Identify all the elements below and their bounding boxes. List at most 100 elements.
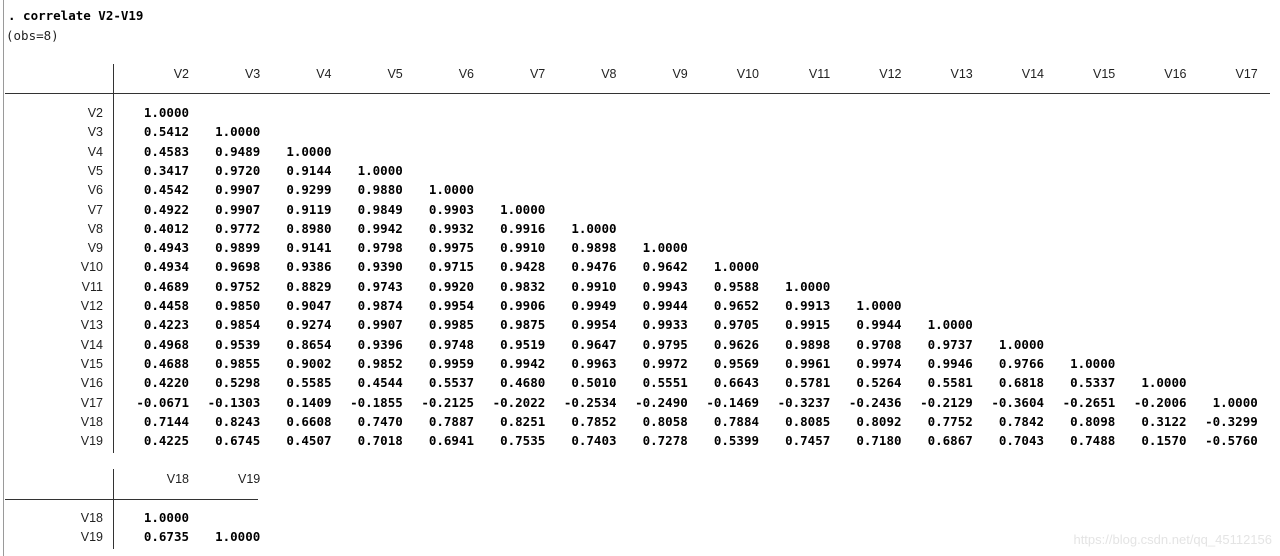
correlation-cell: 0.6735 [143,529,189,545]
column-header: V15 [1093,67,1116,81]
correlation-cell: 0.4934 [143,259,189,275]
correlation-cell: 0.9933 [642,317,688,333]
correlation-cell: 1.0000 [215,529,261,545]
correlation-cell: 0.4225 [143,433,189,449]
correlation-cell: 0.9942 [357,220,403,236]
correlation-cell: -0.1469 [706,394,759,410]
column-header: V8 [601,67,617,81]
correlation-cell: -0.3299 [1205,413,1258,429]
correlation-cell: 0.9489 [215,143,261,159]
row-label: V19 [80,530,103,545]
column-header: V4 [316,67,332,81]
correlation-cell: 0.7144 [143,413,189,429]
row-label: V13 [80,318,103,333]
correlation-cell: 0.9274 [286,317,332,333]
correlation-cell: -0.1303 [207,394,261,410]
row-label: V2 [87,106,103,120]
correlation-cell: 0.1570 [1141,433,1187,449]
correlation-cell: 0.4943 [143,240,189,256]
row-label: V4 [87,144,103,159]
correlation-cell: 0.9910 [500,240,546,256]
correlation-cell: 0.5264 [856,375,902,391]
correlation-cell: 0.8058 [642,413,688,429]
correlation-cell: 0.7043 [998,433,1044,449]
correlation-cell: 0.9119 [286,201,332,217]
correlation-cell: 0.9715 [428,259,474,275]
correlation-cell: 0.5298 [215,375,261,391]
correlation-cell: 0.9752 [215,278,261,294]
correlation-cell: -0.3604 [991,394,1044,410]
row-label: V9 [87,241,103,256]
correlation-cell: 0.4458 [143,298,189,313]
correlation-cell: 0.3417 [143,162,189,178]
row-label: V18 [80,414,103,429]
correlation-cell: 0.9141 [286,240,332,256]
correlation-cell: -0.2129 [920,394,973,410]
correlation-cell: 0.4583 [143,143,189,159]
correlation-cell: 0.9916 [500,220,546,236]
correlation-cell: 0.9944 [642,298,688,313]
correlation-cell: 0.4507 [286,433,332,449]
correlation-cell: 0.9698 [215,259,261,275]
row-label: V3 [87,125,103,140]
correlation-cell: 0.7278 [642,433,688,449]
correlation-cell: 1.0000 [785,278,831,294]
header-divider [5,499,258,500]
correlation-cell: 0.9942 [500,355,546,371]
correlation-cell: 0.7457 [785,433,831,449]
correlation-cell: 0.9647 [571,336,617,352]
window-left-border [3,0,4,556]
correlation-cell: 0.9626 [713,336,759,352]
correlation-cell: 0.9386 [286,259,332,275]
correlation-cell: 0.9798 [357,240,403,256]
correlation-cell: 0.9852 [357,355,403,371]
correlation-cell: 0.8092 [856,413,902,429]
correlation-cell: 0.6745 [215,433,261,449]
correlation-cell: 0.7842 [998,413,1044,429]
correlation-cell: 0.7018 [357,433,403,449]
correlation-cell: 1.0000 [998,336,1044,352]
correlation-cell: 0.9519 [500,336,546,352]
correlation-cell: 1.0000 [357,162,403,178]
row-label: V8 [87,221,103,236]
correlation-cell: 0.9144 [286,162,332,178]
row-label: V15 [80,356,103,371]
correlation-cell: 0.9748 [428,336,474,352]
correlation-cell: 1.0000 [143,510,189,525]
correlation-cell: 0.6608 [286,413,332,429]
correlation-cell: 0.7752 [927,413,973,429]
correlation-cell: 0.9569 [713,355,759,371]
row-label: V11 [81,279,103,294]
correlation-cell: 0.9854 [215,317,261,333]
column-header: V5 [387,67,403,81]
correlation-cell: 0.9985 [428,317,474,333]
row-label: V19 [80,434,103,449]
column-header: V16 [1164,67,1187,81]
correlation-cell: -0.0671 [136,394,189,410]
correlation-cell: 0.9943 [642,278,688,294]
correlation-cell: 0.9961 [785,355,831,371]
correlation-cell: 0.4968 [143,336,189,352]
row-label: V7 [87,202,103,217]
correlation-cell: 0.9954 [428,298,474,313]
row-label: V17 [80,395,103,410]
correlation-cell: 0.9907 [215,182,261,198]
correlation-cell: 0.9944 [856,317,902,333]
correlation-cell: 1.0000 [286,143,332,159]
correlation-cell: 0.1409 [286,394,332,410]
correlation-cell: 0.9855 [215,355,261,371]
correlation-cell: -0.2125 [421,394,474,410]
row-label: V12 [80,299,103,313]
correlation-cell: 1.0000 [1141,375,1187,391]
correlation-cell: 0.9874 [357,298,403,313]
correlation-cell: 0.4220 [143,375,189,391]
correlation-cell: 0.9920 [428,278,474,294]
correlation-cell: -0.2651 [1062,394,1116,410]
correlation-cell: 0.9913 [785,298,831,313]
correlation-cell: 1.0000 [927,317,973,333]
correlation-cell: 1.0000 [1212,394,1258,410]
row-label: V6 [87,183,103,198]
correlation-cell: 0.9002 [286,355,332,371]
correlation-cell: 0.8654 [286,336,332,352]
correlation-cell: 0.9910 [571,278,617,294]
